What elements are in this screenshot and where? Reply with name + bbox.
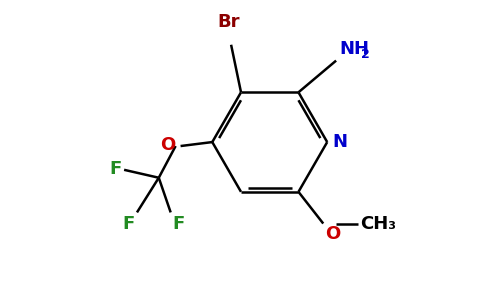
- Text: O: O: [160, 136, 176, 154]
- Text: Br: Br: [218, 13, 241, 31]
- Text: 2: 2: [361, 48, 370, 61]
- Text: O: O: [325, 224, 340, 242]
- Text: N: N: [332, 133, 347, 151]
- Text: CH₃: CH₃: [360, 214, 396, 232]
- Text: F: F: [109, 160, 121, 178]
- Text: F: F: [173, 215, 185, 233]
- Text: F: F: [123, 215, 135, 233]
- Text: NH: NH: [339, 40, 369, 58]
